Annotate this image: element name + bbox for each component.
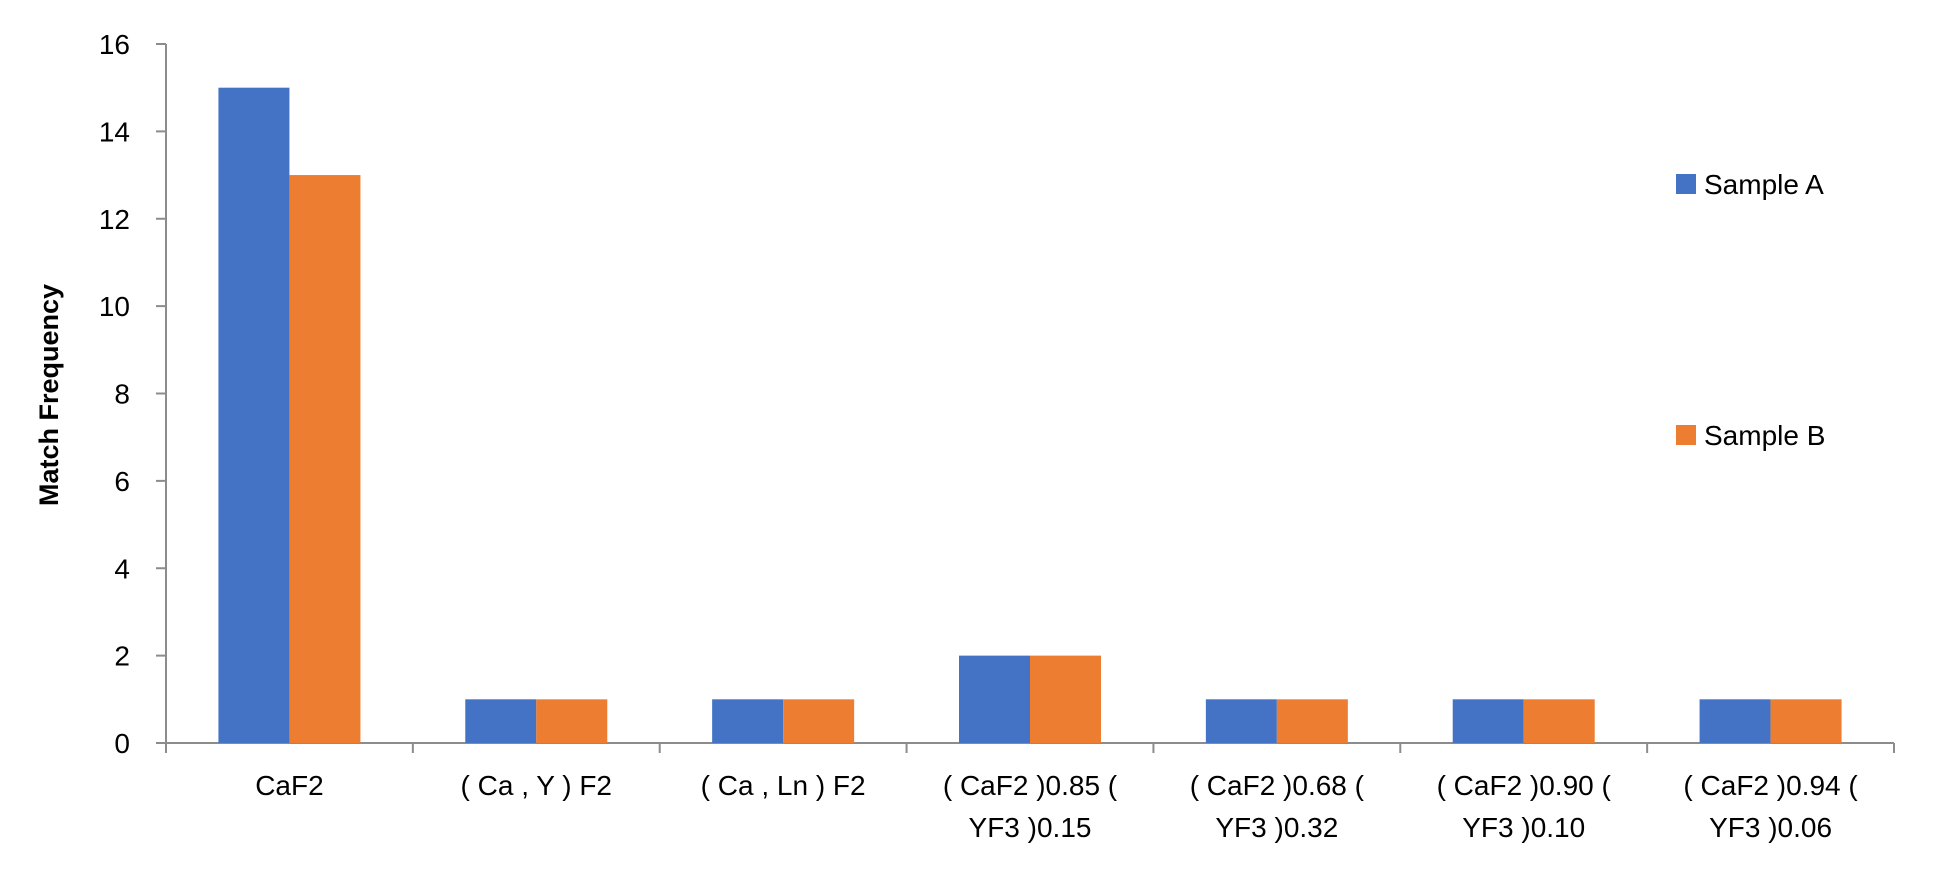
x-category-label: ( Ca , Ln ) F2: [701, 770, 866, 801]
legend-label: Sample A: [1704, 169, 1824, 200]
bar-sample-b: [1770, 699, 1842, 743]
legend-swatch: [1676, 425, 1696, 445]
bar-sample-a: [1699, 699, 1771, 743]
bar-sample-b: [783, 699, 855, 743]
bar-sample-b: [1276, 699, 1348, 743]
legend-swatch: [1676, 174, 1696, 194]
x-category-label: ( CaF2 )0.90 (YF3 )0.10: [1437, 770, 1612, 843]
y-tick-label: 8: [114, 379, 130, 410]
x-category-label: ( CaF2 )0.94 (YF3 )0.06: [1683, 770, 1858, 843]
bar-sample-a: [1452, 699, 1524, 743]
x-category-label: ( CaF2 )0.68 (YF3 )0.32: [1190, 770, 1365, 843]
bar-sample-a: [959, 655, 1030, 743]
bar-sample-b: [1030, 655, 1101, 743]
bars: [218, 87, 1842, 743]
y-tick-label: 12: [99, 204, 130, 235]
y-tick-label: 14: [99, 116, 130, 147]
bar-sample-a: [465, 699, 537, 743]
axes: 0 2 4 6 8 10 12 14 16: [99, 29, 1895, 759]
x-category-label: ( Ca , Y ) F2: [461, 770, 612, 801]
category-labels: CaF2 ( Ca , Y ) F2 ( Ca , Ln ) F2 ( CaF2 )0…: [255, 770, 1858, 843]
y-axis-title: Match Frequency: [34, 284, 64, 506]
bar-sample-a: [712, 699, 784, 743]
y-tick-label: 2: [114, 641, 130, 672]
legend-label: Sample B: [1704, 420, 1825, 451]
x-category-label: CaF2: [255, 770, 323, 801]
bar-sample-a: [218, 87, 290, 743]
bar-sample-a: [1205, 699, 1277, 743]
x-category-label: ( CaF2 )0.85 (YF3 )0.15: [943, 770, 1118, 843]
y-tick-label: 6: [114, 466, 130, 497]
y-tick-label: 4: [114, 553, 130, 584]
y-tick-label: 16: [99, 29, 130, 60]
y-tick-label: 0: [114, 728, 130, 759]
bar-sample-b: [536, 699, 608, 743]
bar-sample-b: [1523, 699, 1595, 743]
bar-sample-b: [289, 175, 361, 743]
y-tick-label: 10: [99, 291, 130, 322]
legend: Sample A Sample B: [1676, 169, 1825, 451]
